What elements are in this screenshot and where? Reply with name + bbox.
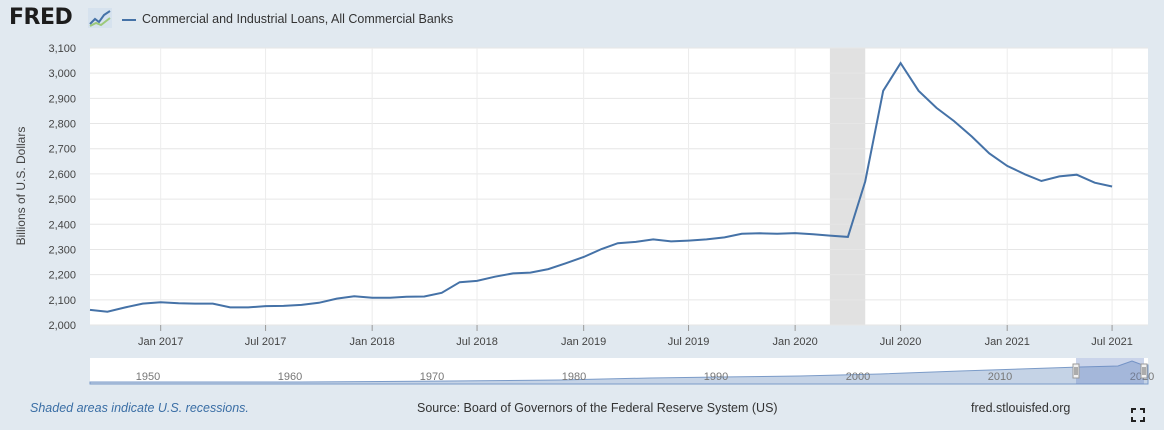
x-tick-label: Jul 2020 xyxy=(880,336,922,348)
recession-band xyxy=(829,48,866,325)
navigator-year-label: 2010 xyxy=(988,371,1012,383)
navigator-labels: 19501960197019801990200020102020 xyxy=(136,371,1154,383)
x-tick-label: Jan 2018 xyxy=(350,336,395,348)
y-tick-label: 2,400 xyxy=(48,219,76,231)
x-axis-ticks: Jan 2017 Jul 2017 Jan 2018 Jul 2018 Jan 2019… xyxy=(138,336,1133,348)
y-gridlines xyxy=(90,47,1148,326)
y-axis-ticks: 2,000 2,100 2,200 2,300 2,400 2,500 2,600 2,700… xyxy=(48,43,76,332)
navigator-selection[interactable] xyxy=(1076,358,1144,384)
x-tick-label: Jan 2020 xyxy=(773,336,818,348)
navigator-year-label: 1990 xyxy=(704,371,728,383)
navigator-year-label: 1950 xyxy=(136,371,160,383)
source-text: Source: Board of Governors of the Federa… xyxy=(417,401,778,415)
y-tick-label: 3,100 xyxy=(48,43,76,55)
navigator-year-label: 1970 xyxy=(420,371,444,383)
x-tick-label: Jan 2019 xyxy=(561,336,606,348)
y-tick-label: 2,500 xyxy=(48,194,76,206)
plot-area xyxy=(90,48,1148,325)
y-tick-label: 3,000 xyxy=(48,68,76,80)
x-tick-label: Jan 2017 xyxy=(138,336,183,348)
x-tick-label: Jul 2021 xyxy=(1091,336,1133,348)
navigator-handle-left[interactable] xyxy=(1072,363,1080,379)
fred-site-link[interactable]: fred.stlouisfed.org xyxy=(971,401,1071,415)
navigator-year-label: 1980 xyxy=(562,371,586,383)
chart-legend: Commercial and Industrial Loans, All Com… xyxy=(122,12,453,26)
y-tick-label: 2,100 xyxy=(48,295,76,307)
y-tick-label: 2,700 xyxy=(48,144,76,156)
y-axis-label: Billions of U.S. Dollars xyxy=(14,127,28,246)
chart-header: FRED Commercial and Industrial Loans, Al… xyxy=(0,0,1164,40)
y-tick-label: 2,000 xyxy=(48,320,76,332)
y-tick-label: 2,200 xyxy=(48,270,76,282)
fullscreen-icon[interactable] xyxy=(1131,408,1145,422)
navigator-year-label: 2000 xyxy=(846,371,870,383)
legend-line-swatch xyxy=(122,18,136,21)
legend-label: Commercial and Industrial Loans, All Com… xyxy=(142,12,454,26)
y-tick-label: 2,900 xyxy=(48,93,76,105)
x-tick-label: Jul 2019 xyxy=(668,336,710,348)
y-tick-label: 2,600 xyxy=(48,169,76,181)
y-tick-label: 2,800 xyxy=(48,119,76,131)
x-tick-label: Jan 2021 xyxy=(985,336,1030,348)
navigator-handle-right[interactable] xyxy=(1140,363,1148,379)
x-tick-label: Jul 2018 xyxy=(456,336,498,348)
recession-note-link[interactable]: Shaded areas indicate U.S. recessions. xyxy=(30,401,249,415)
range-navigator[interactable]: 19501960197019801990200020102020 xyxy=(89,358,1154,385)
x-tick-label: Jul 2017 xyxy=(245,336,287,348)
chart: 2,000 2,100 2,200 2,300 2,400 2,500 2,600 2,700… xyxy=(14,43,1154,385)
y-tick-label: 2,300 xyxy=(48,244,76,256)
fred-logo[interactable]: FRED xyxy=(9,5,73,30)
series-line[interactable] xyxy=(89,61,1113,313)
fred-chart-icon xyxy=(88,8,112,28)
navigator-year-label: 1960 xyxy=(278,371,302,383)
